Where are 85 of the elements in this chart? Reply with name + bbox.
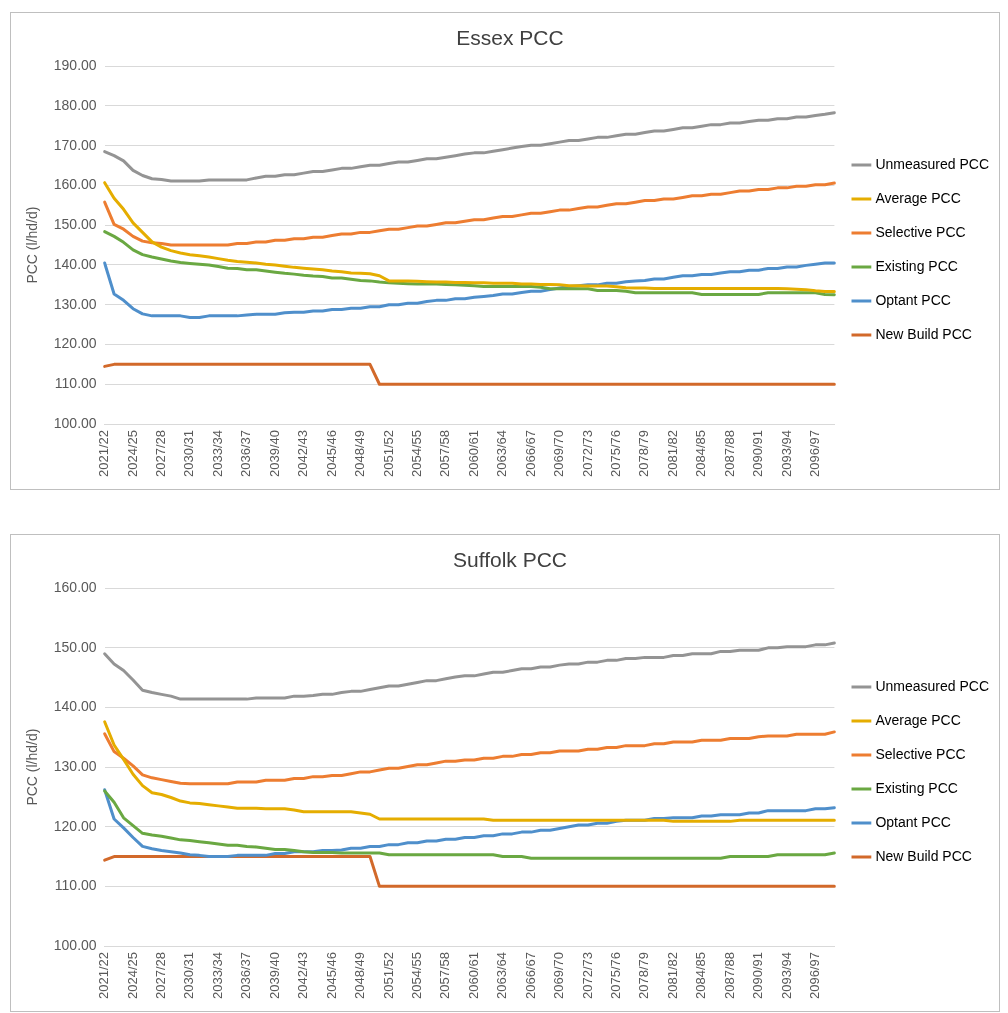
y-tick-label: 150.00 xyxy=(53,638,97,655)
y-tick-label: 180.00 xyxy=(53,96,97,113)
x-tick-label: 2036/37 xyxy=(238,430,254,478)
x-tick-label: 2021/22 xyxy=(96,952,112,1000)
y-tick-label: 160.00 xyxy=(53,579,97,596)
legend-label: Selective PCC xyxy=(875,745,966,762)
legend-label: Existing PCC xyxy=(875,257,958,274)
x-tick-label: 2087/88 xyxy=(721,952,737,1000)
chart-title: Suffolk PCC xyxy=(453,548,567,572)
legend-label: Average PCC xyxy=(875,189,961,206)
legend-label: Optant PCC xyxy=(875,291,951,308)
x-tick-label: 2081/82 xyxy=(664,430,680,478)
chart-title: Essex PCC xyxy=(456,26,564,50)
x-tick-label: 2030/31 xyxy=(181,952,197,1000)
x-tick-label: 2078/79 xyxy=(636,430,652,478)
x-tick-label: 2024/25 xyxy=(124,952,140,1000)
x-tick-label: 2057/58 xyxy=(437,430,453,478)
legend-label: Unmeasured PCC xyxy=(875,155,990,172)
y-tick-label: 150.00 xyxy=(53,216,97,233)
x-tick-label: 2054/55 xyxy=(408,952,424,1000)
y-tick-label: 190.00 xyxy=(53,57,97,74)
x-tick-label: 2033/34 xyxy=(209,430,225,478)
x-tick-label: 2036/37 xyxy=(238,952,254,1000)
x-tick-label: 2096/97 xyxy=(807,430,823,478)
legend-label: Unmeasured PCC xyxy=(875,677,990,694)
legend-label: Average PCC xyxy=(875,711,961,728)
x-tick-label: 2072/73 xyxy=(579,430,595,478)
x-tick-label: 2024/25 xyxy=(124,430,140,478)
x-tick-label: 2093/94 xyxy=(778,952,794,1000)
x-tick-label: 2030/31 xyxy=(181,430,197,478)
x-tick-label: 2063/64 xyxy=(494,430,510,478)
x-tick-label: 2096/97 xyxy=(807,952,823,1000)
legend-label: New Build PCC xyxy=(875,325,972,342)
y-tick-label: 120.00 xyxy=(53,335,97,352)
x-tick-label: 2060/61 xyxy=(465,952,481,1000)
x-tick-label: 2093/94 xyxy=(778,430,794,478)
x-tick-label: 2057/58 xyxy=(437,952,453,1000)
x-tick-label: 2069/70 xyxy=(551,430,567,478)
x-tick-label: 2075/76 xyxy=(607,952,623,1000)
legend-label: Optant PCC xyxy=(875,813,951,830)
x-tick-label: 2051/52 xyxy=(380,952,396,1000)
x-tick-label: 2081/82 xyxy=(664,952,680,1000)
y-axis-title: PCC (l/hd/d) xyxy=(24,206,41,284)
x-tick-label: 2084/85 xyxy=(693,952,709,1000)
legend-label: Selective PCC xyxy=(875,223,966,240)
x-tick-label: 2078/79 xyxy=(636,952,652,1000)
y-tick-label: 130.00 xyxy=(53,757,97,774)
y-tick-label: 140.00 xyxy=(53,698,97,715)
x-tick-label: 2051/52 xyxy=(380,430,396,478)
x-tick-label: 2027/28 xyxy=(153,430,169,478)
y-tick-label: 110.00 xyxy=(54,375,97,392)
x-tick-label: 2066/67 xyxy=(522,952,538,1000)
y-tick-label: 130.00 xyxy=(53,295,97,312)
x-tick-label: 2075/76 xyxy=(607,430,623,478)
y-tick-label: 160.00 xyxy=(53,176,97,193)
x-tick-label: 2048/49 xyxy=(352,952,368,1000)
x-tick-label: 2021/22 xyxy=(96,430,112,478)
x-tick-label: 2066/67 xyxy=(522,430,538,478)
x-tick-label: 2063/64 xyxy=(494,952,510,1000)
y-tick-label: 170.00 xyxy=(53,136,97,153)
y-tick-label: 100.00 xyxy=(53,936,97,953)
legend-label: Existing PCC xyxy=(875,779,958,796)
x-tick-label: 2042/43 xyxy=(295,430,311,478)
x-tick-label: 2045/46 xyxy=(323,430,339,478)
y-tick-label: 140.00 xyxy=(53,255,97,272)
legend-label: New Build PCC xyxy=(875,847,972,864)
x-tick-label: 2072/73 xyxy=(579,952,595,1000)
x-tick-label: 2039/40 xyxy=(266,430,282,478)
x-tick-label: 2033/34 xyxy=(209,952,225,1000)
y-tick-label: 100.00 xyxy=(53,414,97,431)
x-tick-label: 2048/49 xyxy=(352,430,368,478)
x-tick-label: 2090/91 xyxy=(750,430,766,478)
y-axis-title: PCC (l/hd/d) xyxy=(24,728,41,806)
x-tick-label: 2039/40 xyxy=(266,952,282,1000)
x-tick-label: 2084/85 xyxy=(693,430,709,478)
x-tick-label: 2042/43 xyxy=(295,952,311,1000)
x-tick-label: 2087/88 xyxy=(721,430,737,478)
x-tick-label: 2090/91 xyxy=(750,952,766,1000)
x-tick-label: 2054/55 xyxy=(408,430,424,478)
x-tick-label: 2069/70 xyxy=(551,952,567,1000)
x-tick-label: 2045/46 xyxy=(323,952,339,1000)
y-tick-label: 110.00 xyxy=(54,877,97,894)
x-tick-label: 2060/61 xyxy=(465,430,481,478)
x-tick-label: 2027/28 xyxy=(153,952,169,1000)
y-tick-label: 120.00 xyxy=(53,817,97,834)
